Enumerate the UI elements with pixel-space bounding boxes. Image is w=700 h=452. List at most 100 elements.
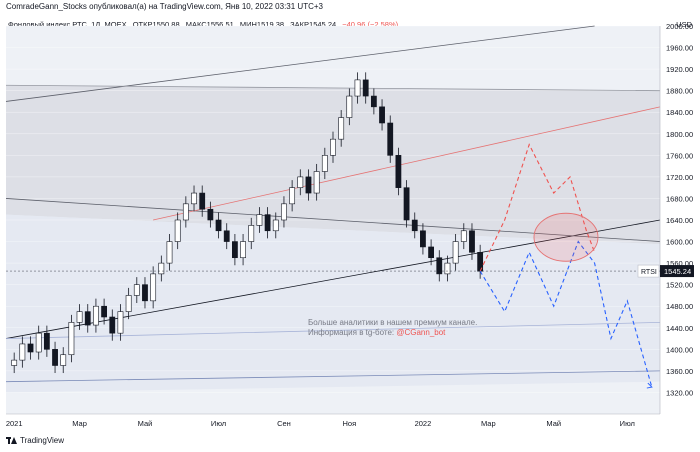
y-tick-label: 1560.00 xyxy=(666,259,693,268)
horizontal-zone-top xyxy=(5,84,661,92)
chart-legend: Фондовый индекс РТС, 1Д, MOEX ОТКР1550.8… xyxy=(8,20,402,29)
candle-body xyxy=(125,295,132,312)
y-tick-label: 1760.00 xyxy=(666,151,693,160)
y-tick-label: 2000.00 xyxy=(666,22,693,31)
bearish-projection-path xyxy=(479,240,653,388)
x-tick-label: Мар xyxy=(72,419,87,428)
candle-body xyxy=(436,257,443,275)
y-tick-label: 1440.00 xyxy=(666,324,693,333)
y-tick-label: 1520.00 xyxy=(666,281,693,290)
candle-body xyxy=(43,332,50,350)
trend-channel-top xyxy=(5,25,595,102)
legend-high: МАКС1556.51 xyxy=(185,20,234,29)
candle-body xyxy=(281,203,287,221)
candle-body xyxy=(370,95,377,108)
candle-body xyxy=(330,138,336,156)
candle-body xyxy=(403,187,410,221)
candle-body xyxy=(297,176,304,188)
currency-label: USD xyxy=(676,20,692,29)
bullish-projection-path xyxy=(479,143,596,272)
candle-body xyxy=(387,122,394,156)
target-zone-ellipse xyxy=(533,212,599,262)
trend-base xyxy=(5,370,661,383)
x-tick-label: Мар xyxy=(481,419,496,428)
x-tick-label: Июл xyxy=(211,419,226,428)
footer-brand: TradingView xyxy=(20,436,65,445)
candle-body xyxy=(362,79,369,97)
candle-body xyxy=(232,241,238,259)
tradingview-logo-icon xyxy=(6,437,17,444)
trend-resistance-red xyxy=(153,106,661,221)
trend-midline xyxy=(5,198,661,242)
promo-line2: Информация в tg-боте: xyxy=(308,328,397,337)
symbol-tag-bg xyxy=(637,264,660,278)
candle-body xyxy=(428,246,434,259)
candle-body xyxy=(109,316,116,334)
x-tick-label: Май xyxy=(138,419,153,428)
y-tick-label: 1840.00 xyxy=(666,108,693,117)
legend-low: МИН1519.38 xyxy=(239,20,285,29)
y-tick-label: 1960.00 xyxy=(666,44,693,53)
x-tick-label: Июл xyxy=(620,419,635,428)
candle-body xyxy=(305,176,312,194)
y-tick-label: 1320.00 xyxy=(666,388,693,397)
candle-body xyxy=(93,305,99,326)
y-tick-label: 1880.00 xyxy=(666,87,693,96)
candle-body xyxy=(313,171,320,194)
x-tick-label: Май xyxy=(546,419,561,428)
candle-body xyxy=(338,117,345,140)
candle-body xyxy=(150,273,157,302)
candle-body xyxy=(142,284,148,302)
y-tick-label: 1720.00 xyxy=(666,173,693,182)
candle-body xyxy=(411,219,418,232)
trend-lower-blue xyxy=(5,321,661,339)
last-price-tag-bg xyxy=(660,265,694,278)
candle-body xyxy=(191,192,197,205)
candle-body xyxy=(11,359,18,366)
legend-title: Фондовый индекс РТС, 1Д, MOEX xyxy=(8,20,127,29)
legend-close: ЗАКР1545.24 xyxy=(290,20,337,29)
legend-change: −40.96 (−2.58%) xyxy=(342,20,399,29)
candle-body xyxy=(240,241,246,259)
candle-body xyxy=(52,349,58,366)
candle-body xyxy=(460,230,467,242)
candle-body xyxy=(19,343,26,361)
candle-body xyxy=(264,214,271,232)
bearish-arrowhead xyxy=(646,382,653,389)
promo-handle[interactable]: @CGann_bot xyxy=(396,328,446,337)
tradingview-footer: TradingView xyxy=(6,436,64,445)
candle-body xyxy=(420,230,426,248)
price-chart[interactable]: 1320.00 1360.00 1400.00 1440.00 1480.00 1520.… xyxy=(0,14,700,436)
candle-body xyxy=(321,155,328,172)
candle-body xyxy=(354,79,361,97)
y-tick-label: 1800.00 xyxy=(666,130,693,139)
candle-body xyxy=(346,95,353,118)
candle-body xyxy=(133,284,140,296)
x-tick-label: Ноя xyxy=(343,419,357,428)
promo-annotation: Больше аналитики в нашем премиум канале.… xyxy=(308,318,477,338)
candle-body xyxy=(76,311,83,323)
x-tick-label: Сен xyxy=(277,419,291,428)
legend-open: ОТКР1550.88 xyxy=(132,20,180,29)
x-tick-label: 2022 xyxy=(415,419,432,428)
candle-body xyxy=(469,230,475,253)
x-tick-label: 2021 xyxy=(6,419,23,428)
candle-body xyxy=(379,106,385,124)
candle-body xyxy=(248,225,255,242)
candle-body xyxy=(35,332,42,353)
candle-body xyxy=(256,214,263,226)
y-tick-label: 1480.00 xyxy=(666,302,693,311)
candle-body xyxy=(395,155,402,188)
candle-body xyxy=(444,262,451,275)
y-tick-label: 1640.00 xyxy=(666,216,693,225)
y-tick-label: 1600.00 xyxy=(666,238,693,247)
candle-body xyxy=(452,241,459,264)
candle-body xyxy=(215,219,222,232)
publisher-header: ComradeGann_Stocks опубликовал(а) на Tra… xyxy=(6,2,323,11)
candle-body xyxy=(289,187,296,205)
symbol-tag-label: RTSI xyxy=(641,269,657,276)
y-tick-label: 1360.00 xyxy=(666,367,693,376)
candle-body xyxy=(84,311,91,326)
candle-body xyxy=(27,343,34,353)
candle-body xyxy=(101,305,107,318)
